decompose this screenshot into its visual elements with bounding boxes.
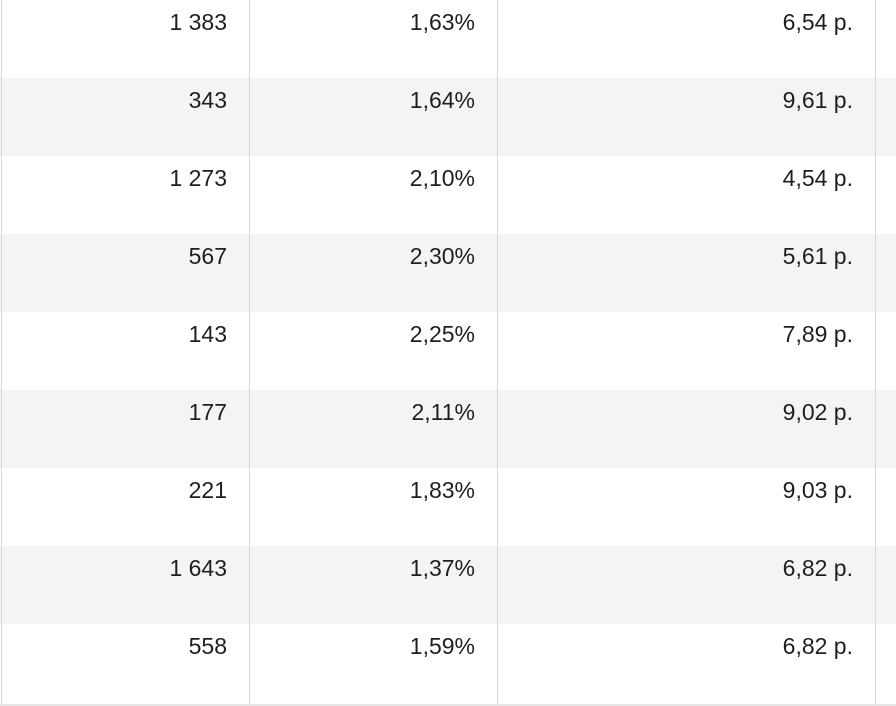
- table-cell-percent: 1,64%: [409, 87, 475, 113]
- column-divider: [1, 0, 2, 706]
- table-cell-count: 1 383: [169, 9, 227, 35]
- table-cell-price: 6,54 р.: [782, 9, 853, 35]
- table-cell-percent: 2,30%: [409, 243, 475, 269]
- column-divider: [875, 0, 876, 706]
- table-row[interactable]: 1 383 1,63% 6,54 р.: [0, 0, 896, 78]
- table-cell-count: 221: [188, 477, 227, 503]
- table-cell-percent: 2,11%: [411, 399, 475, 425]
- table-cell-count: 1 643: [169, 555, 227, 581]
- table-row[interactable]: 221 1,83% 9,03 р.: [0, 468, 896, 546]
- table-cell-percent: 1,63%: [409, 9, 475, 35]
- table-row[interactable]: 567 2,30% 5,61 р.: [0, 234, 896, 312]
- table-cell-percent: 1,59%: [409, 633, 475, 659]
- table-cell-price: 9,02 р.: [782, 399, 853, 425]
- table-cell-price: 5,61 р.: [782, 243, 853, 269]
- table-row[interactable]: 143 2,25% 7,89 р.: [0, 312, 896, 390]
- table-cell-count: 558: [188, 633, 227, 659]
- column-divider: [497, 0, 498, 706]
- table-cell-price: 6,82 р.: [782, 555, 853, 581]
- table-cell-count: 567: [188, 243, 227, 269]
- table-row[interactable]: 1 643 1,37% 6,82 р.: [0, 546, 896, 624]
- table-row[interactable]: 177 2,11% 9,02 р.: [0, 390, 896, 468]
- table-cell-count: 343: [188, 87, 227, 113]
- table-row[interactable]: 1 273 2,10% 4,54 р.: [0, 156, 896, 234]
- table-cell-percent: 2,10%: [409, 165, 475, 191]
- column-divider: [249, 0, 250, 706]
- table-cell-count: 177: [188, 399, 227, 425]
- table-cell-percent: 1,37%: [409, 555, 475, 581]
- table-cell-price: 9,61 р.: [782, 87, 853, 113]
- table-cell-price: 9,03 р.: [782, 477, 853, 503]
- table-cell-price: 4,54 р.: [782, 165, 853, 191]
- table-cell-price: 7,89 р.: [782, 321, 853, 347]
- table-cell-percent: 1,83%: [409, 477, 475, 503]
- table-cell-price: 6,82 р.: [782, 633, 853, 659]
- table-cell-count: 143: [188, 321, 227, 347]
- table-bottom-border: [0, 704, 896, 706]
- table-row[interactable]: 343 1,64% 9,61 р.: [0, 78, 896, 156]
- table-row[interactable]: 558 1,59% 6,82 р.: [0, 624, 896, 702]
- table-cell-percent: 2,25%: [409, 321, 475, 347]
- table-cell-count: 1 273: [169, 165, 227, 191]
